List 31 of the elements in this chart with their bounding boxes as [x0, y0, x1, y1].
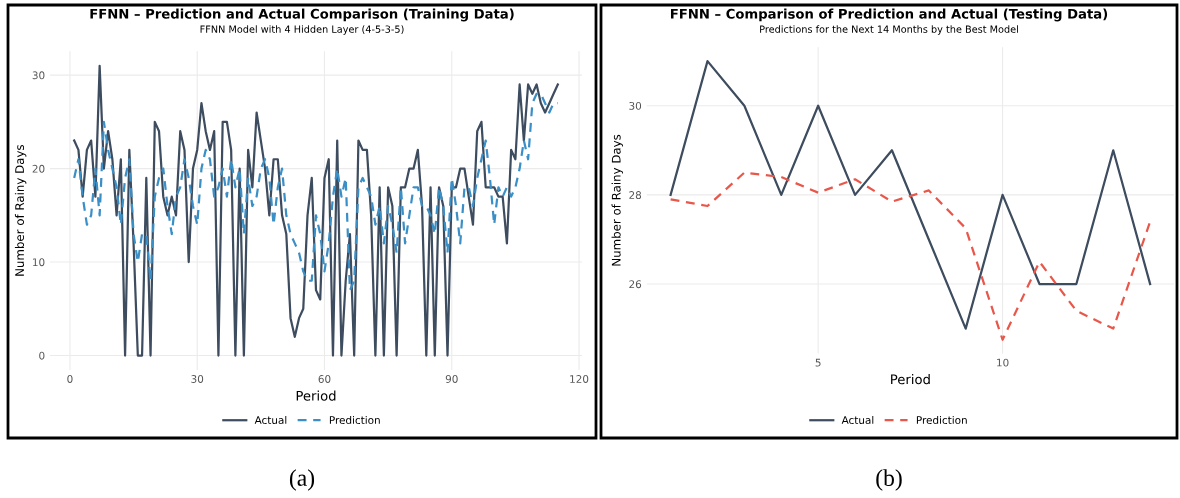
line-series — [73, 64, 559, 357]
line-series — [73, 92, 559, 292]
x-axis-title: Period — [891, 374, 930, 385]
text: (a) — [289, 469, 315, 491]
y-tick-label: 10 — [33, 258, 45, 267]
y-axis-title: Number of Rainy Days — [611, 134, 623, 266]
chart-subtitle: Predictions for the Next 14 Months by the Best Model — [760, 25, 1018, 35]
x-tick-label: 60 — [318, 375, 331, 383]
y-tick-label: 0 — [39, 351, 45, 360]
y-tick-label: 26 — [629, 280, 642, 289]
x-axis-title: Period — [296, 390, 336, 401]
x-tick-label: 5 — [815, 358, 821, 367]
legend-label: Actual — [841, 415, 874, 425]
x-tick-label: 90 — [445, 375, 458, 383]
x-tick-label: 0 — [67, 375, 73, 383]
y-tick-label: 30 — [32, 71, 45, 80]
legend-label: Actual — [254, 415, 287, 425]
chart-title: FFNN – Comparison of Prediction and Actual (Testing Data) — [671, 8, 1108, 22]
chart-subtitle: FFNN Model with 4 Hidden Layer (4-5-3-5) — [200, 25, 404, 35]
text: (b) — [876, 469, 902, 491]
x-tick-label: 30 — [191, 375, 204, 383]
legend-label: Prediction — [916, 415, 967, 425]
chart-title: FFNN – Prediction and Actual Comparison (Training Data) — [90, 8, 514, 22]
line-series — [669, 171, 1152, 341]
y-axis-title: Number of Rainy Days — [14, 145, 27, 276]
line-series — [669, 60, 1152, 330]
x-tick-label: 120 — [570, 375, 589, 383]
y-tick-label: 28 — [629, 191, 642, 199]
legend-label: Prediction — [329, 415, 380, 425]
y-tick-label: 20 — [32, 164, 45, 173]
y-tick-label: 30 — [629, 101, 642, 110]
